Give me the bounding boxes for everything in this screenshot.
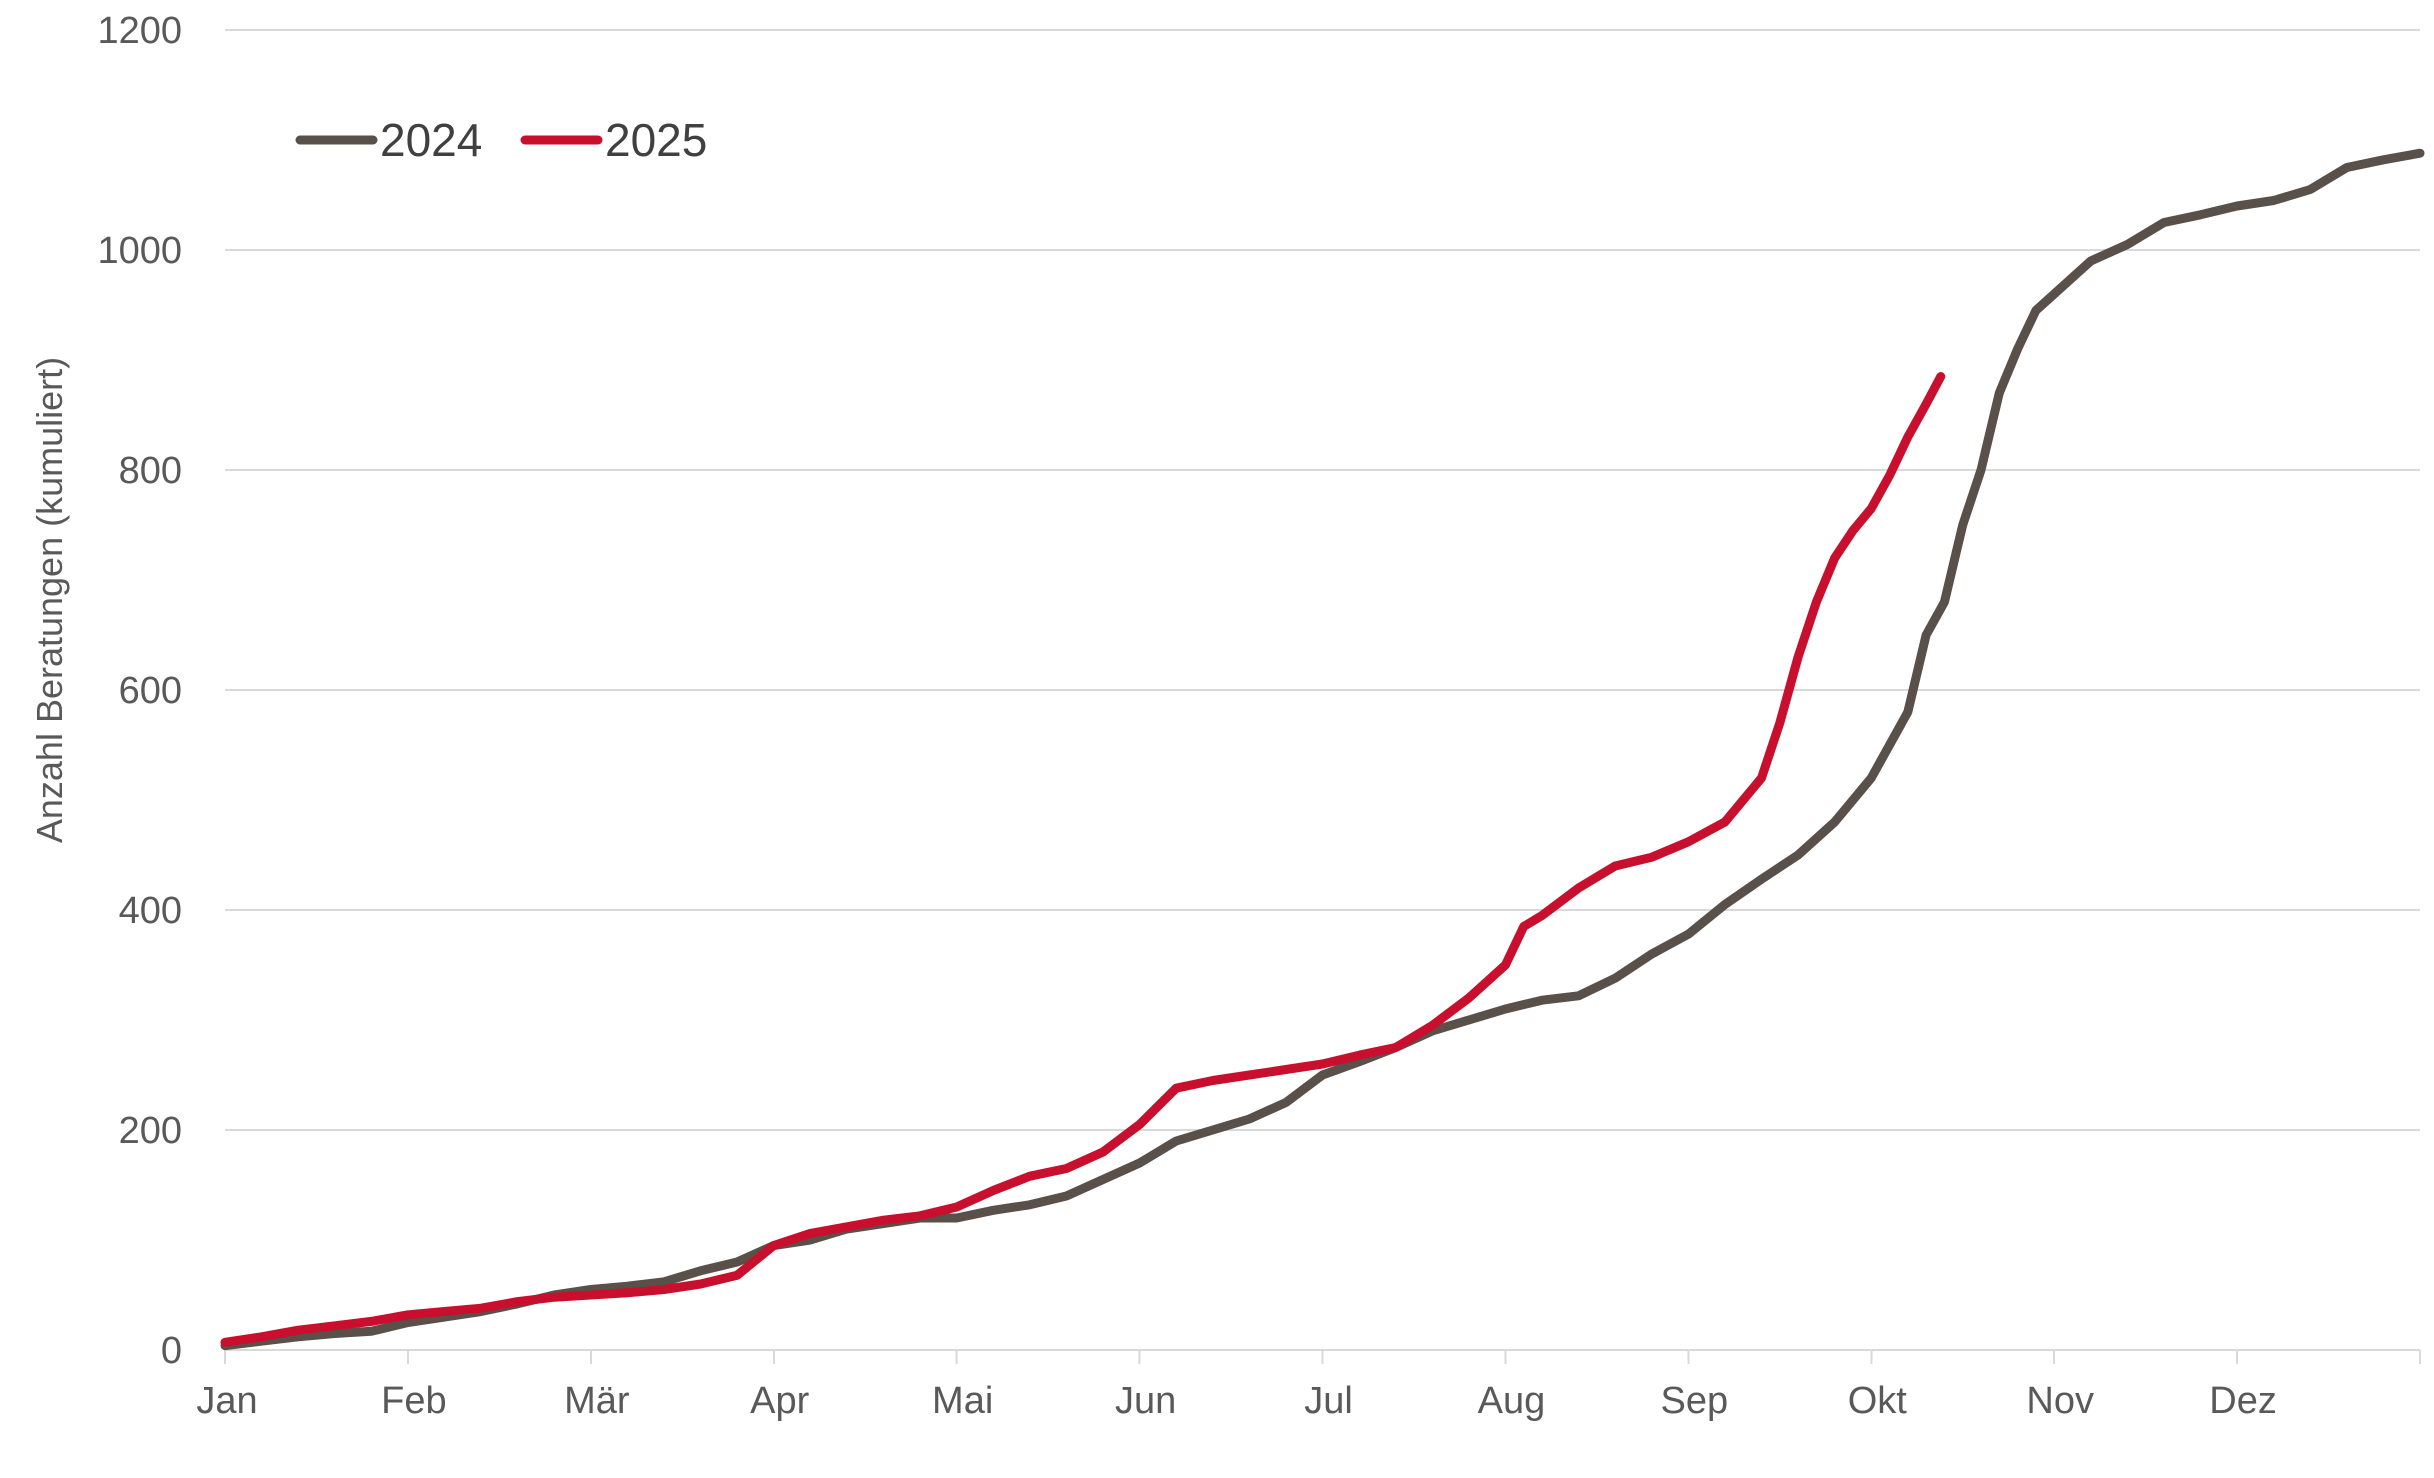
x-tick-label: Apr [750, 1380, 809, 1422]
series-line-2024 [220, 148, 2425, 1351]
y-axis-title: Anzahl Beratungen (kumuliert) [29, 357, 70, 843]
x-tick-label: Dez [2209, 1380, 2277, 1422]
legend-label-2025: 2025 [605, 114, 707, 166]
y-tick-label: 1000 [97, 230, 182, 272]
y-tick-label: 200 [119, 1110, 182, 1152]
x-tick-labels: Jan Feb Mär Apr Mai Jun Jul Aug Sep Okt Nov Dez [196, 1350, 2421, 1422]
series-line-2025 [220, 372, 1946, 1347]
x-tick-label: Nov [2026, 1380, 2094, 1422]
y-tick-label: 1200 [97, 10, 182, 52]
y-tick-label: 0 [161, 1330, 182, 1372]
x-tick-label: Mai [932, 1380, 993, 1422]
y-tick-label: 800 [119, 450, 182, 492]
gridlines [225, 29, 2420, 1131]
x-tick-label: Okt [1848, 1380, 1908, 1422]
legend-label-2024: 2024 [380, 114, 482, 166]
x-tick-label: Jan [196, 1380, 257, 1422]
x-tick-label: Jul [1304, 1380, 1353, 1422]
legend: 2024 2025 [295, 114, 707, 166]
y-tick-label: 600 [119, 670, 182, 712]
y-tick-label: 400 [119, 890, 182, 932]
x-tick-label: Feb [381, 1380, 446, 1422]
x-tick-label: Sep [1661, 1380, 1729, 1422]
x-tick-label: Aug [1478, 1380, 1546, 1422]
series-lines [220, 148, 2425, 1351]
x-tick-label: Jun [1115, 1380, 1176, 1422]
y-tick-labels: 0 200 400 600 800 1000 1200 [97, 10, 182, 1372]
x-tick-label: Mär [564, 1380, 630, 1422]
